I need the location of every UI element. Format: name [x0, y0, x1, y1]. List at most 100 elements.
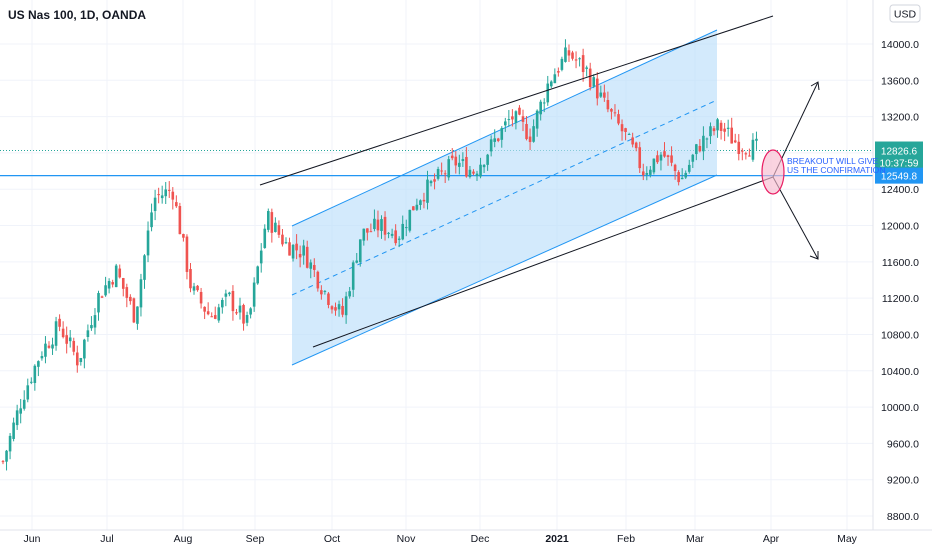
y-tick-label: 10800.0: [881, 329, 919, 341]
currency-button[interactable]: USD: [889, 4, 921, 23]
candle-body: [719, 122, 723, 131]
candle-body: [369, 231, 373, 233]
candle-body: [291, 244, 295, 259]
y-tick-label: 13200.0: [881, 112, 919, 124]
candle-body: [574, 59, 578, 61]
candle-body: [288, 242, 291, 256]
candle-body: [461, 159, 465, 162]
candle-body: [228, 292, 231, 295]
candle-body: [86, 330, 90, 337]
candle-body: [606, 99, 610, 110]
currency-label[interactable]: USD: [894, 9, 917, 21]
candle-body: [199, 291, 203, 304]
candle-body: [83, 339, 86, 359]
candle-body: [525, 123, 528, 140]
candle-body: [535, 110, 539, 129]
candle-body: [397, 238, 401, 240]
candle-body: [40, 356, 44, 359]
candle-body: [139, 279, 143, 308]
candle-body: [107, 281, 111, 289]
candle-body: [489, 139, 493, 152]
time-axis[interactable]: Jun Jul Aug Sep Oct Nov Dec 2021 Feb Mar Apr May: [0, 529, 932, 545]
candle-body: [224, 293, 228, 297]
price-axis[interactable]: 14000.013600.013200.012800.012400.012000…: [872, 0, 919, 530]
y-tick-label: 12400.0: [881, 184, 919, 196]
candle-body: [284, 242, 288, 244]
candle-body: [627, 133, 631, 135]
candle-body: [175, 202, 178, 207]
candle-body: [185, 236, 189, 272]
candle-body: [362, 228, 366, 241]
x-tick-label: Jun: [24, 533, 41, 545]
candle-body: [645, 173, 649, 175]
y-tick-label: 13600.0: [881, 75, 919, 87]
candle-body: [673, 164, 677, 172]
candle-body: [312, 265, 316, 270]
candle-body: [709, 126, 712, 137]
candle-body: [691, 154, 695, 162]
candle-body: [97, 293, 100, 313]
candle-body: [5, 450, 8, 462]
candle-body: [486, 154, 489, 165]
candle-body: [620, 124, 624, 132]
candle-body: [341, 305, 344, 315]
candle-body: [447, 159, 451, 178]
candle-body: [210, 316, 214, 318]
candle-body: [231, 290, 235, 312]
candle-body: [549, 81, 553, 87]
candle-body: [256, 266, 259, 284]
candle-body: [638, 147, 642, 169]
grid: [0, 0, 873, 530]
candle-body: [687, 164, 691, 172]
candle-body: [475, 173, 479, 177]
candle-body: [564, 47, 567, 62]
candle-body: [217, 307, 221, 321]
channel-lower-line: [291, 174, 718, 366]
candle-body: [496, 138, 500, 141]
arrow-head-down: [809, 251, 819, 260]
x-tick-label: Dec: [471, 533, 490, 545]
candle-body: [408, 209, 412, 231]
candle-body: [702, 135, 705, 152]
candle-body: [755, 138, 758, 141]
candle-body: [125, 287, 129, 298]
arrow-head-up: [810, 81, 820, 91]
candle-body: [15, 410, 19, 426]
candle-body: [588, 68, 592, 88]
candle-body: [479, 164, 482, 177]
candle-body: [567, 50, 571, 56]
candle-body: [129, 296, 132, 302]
candle-body: [401, 223, 405, 240]
candle-body: [422, 199, 426, 202]
x-tick-label: Jul: [100, 533, 113, 545]
candle-body: [415, 204, 419, 210]
candle-body: [712, 128, 716, 132]
candle-body: [387, 232, 390, 234]
candle-body: [221, 299, 224, 308]
candle-body: [468, 169, 472, 178]
candle-body: [37, 361, 40, 367]
candle-body: [698, 145, 702, 152]
candle-body: [652, 158, 656, 173]
breakout-ellipse: [761, 149, 785, 195]
candle-body: [309, 262, 313, 269]
candle-body: [160, 195, 164, 199]
candle-body: [132, 298, 136, 323]
candle-body: [493, 138, 496, 142]
candle-body: [404, 227, 408, 229]
candle-body: [51, 344, 54, 349]
candle-body: [649, 169, 652, 175]
candle-body: [47, 345, 51, 348]
candle-body: [320, 290, 323, 295]
candle-body: [111, 282, 114, 285]
candle-body: [252, 282, 256, 307]
candle-body: [242, 304, 245, 324]
breakout-down-arrow: [772, 176, 819, 260]
candle-body: [19, 408, 22, 414]
candle-body: [302, 245, 305, 256]
candle-body: [546, 83, 550, 103]
candle-body: [192, 286, 196, 291]
candle-body: [744, 153, 748, 155]
